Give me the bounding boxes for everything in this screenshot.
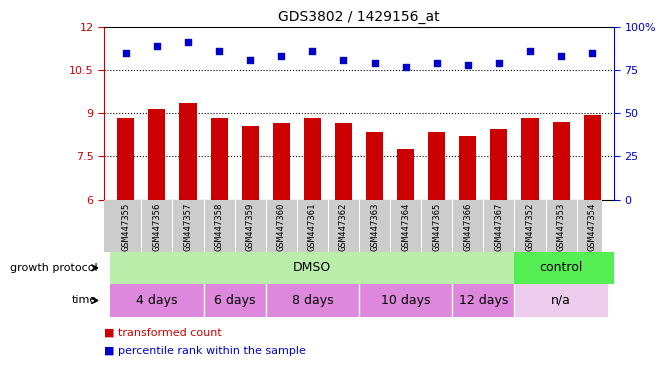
Text: GSM447357: GSM447357 <box>183 202 193 251</box>
Point <box>369 60 380 66</box>
Text: n/a: n/a <box>551 294 571 307</box>
Text: 8 days: 8 days <box>291 294 333 307</box>
Text: DMSO: DMSO <box>293 262 331 274</box>
Text: 10 days: 10 days <box>381 294 430 307</box>
Point <box>401 64 411 70</box>
Text: GSM447363: GSM447363 <box>370 202 379 251</box>
Point <box>120 50 131 56</box>
Point <box>183 40 193 46</box>
Bar <box>397 149 414 200</box>
Point <box>587 50 598 56</box>
Bar <box>428 132 446 200</box>
Bar <box>552 122 570 200</box>
Bar <box>452 284 515 317</box>
Point <box>338 56 349 63</box>
Text: 12 days: 12 days <box>459 294 508 307</box>
Bar <box>521 118 539 200</box>
Bar <box>117 118 134 200</box>
Text: GSM447367: GSM447367 <box>495 202 503 251</box>
Bar <box>459 136 476 200</box>
Bar <box>335 123 352 200</box>
Text: GSM447358: GSM447358 <box>215 202 223 251</box>
Bar <box>211 118 227 200</box>
Text: GSM447364: GSM447364 <box>401 202 410 251</box>
Point <box>276 53 287 59</box>
Text: GSM447362: GSM447362 <box>339 202 348 251</box>
Text: GSM447365: GSM447365 <box>432 202 442 251</box>
Text: ■ transformed count: ■ transformed count <box>104 327 221 337</box>
Text: GSM447361: GSM447361 <box>308 202 317 251</box>
Bar <box>203 284 266 317</box>
Bar <box>366 132 383 200</box>
Point <box>213 48 224 54</box>
Bar <box>148 109 166 200</box>
Bar <box>491 129 507 200</box>
Bar <box>359 284 452 317</box>
Bar <box>304 118 321 200</box>
Text: 6 days: 6 days <box>214 294 256 307</box>
Text: 4 days: 4 days <box>136 294 178 307</box>
Point <box>152 43 162 49</box>
Point <box>494 60 505 66</box>
Text: GSM447359: GSM447359 <box>246 202 255 251</box>
Point <box>245 56 256 63</box>
Point <box>556 53 566 59</box>
Text: ■ percentile rank within the sample: ■ percentile rank within the sample <box>104 346 306 356</box>
Point <box>307 48 317 54</box>
Bar <box>272 123 290 200</box>
Text: GSM447360: GSM447360 <box>276 202 286 251</box>
Bar <box>110 252 515 284</box>
Text: GSM447353: GSM447353 <box>557 202 566 251</box>
Text: GSM447356: GSM447356 <box>152 202 161 251</box>
Text: growth protocol: growth protocol <box>9 263 97 273</box>
Bar <box>179 103 197 200</box>
Point <box>431 60 442 66</box>
Text: GSM447355: GSM447355 <box>121 202 130 251</box>
Bar <box>110 284 203 317</box>
Text: time: time <box>72 295 97 306</box>
Bar <box>515 284 608 317</box>
Point <box>462 62 473 68</box>
Bar <box>242 126 259 200</box>
Bar <box>584 115 601 200</box>
Bar <box>266 284 359 317</box>
Title: GDS3802 / 1429156_at: GDS3802 / 1429156_at <box>278 10 440 25</box>
Text: GSM447366: GSM447366 <box>463 202 472 251</box>
Text: GSM447352: GSM447352 <box>525 202 535 251</box>
Point <box>525 48 535 54</box>
Bar <box>515 252 617 284</box>
Text: GSM447354: GSM447354 <box>588 202 597 251</box>
Text: control: control <box>539 262 583 274</box>
